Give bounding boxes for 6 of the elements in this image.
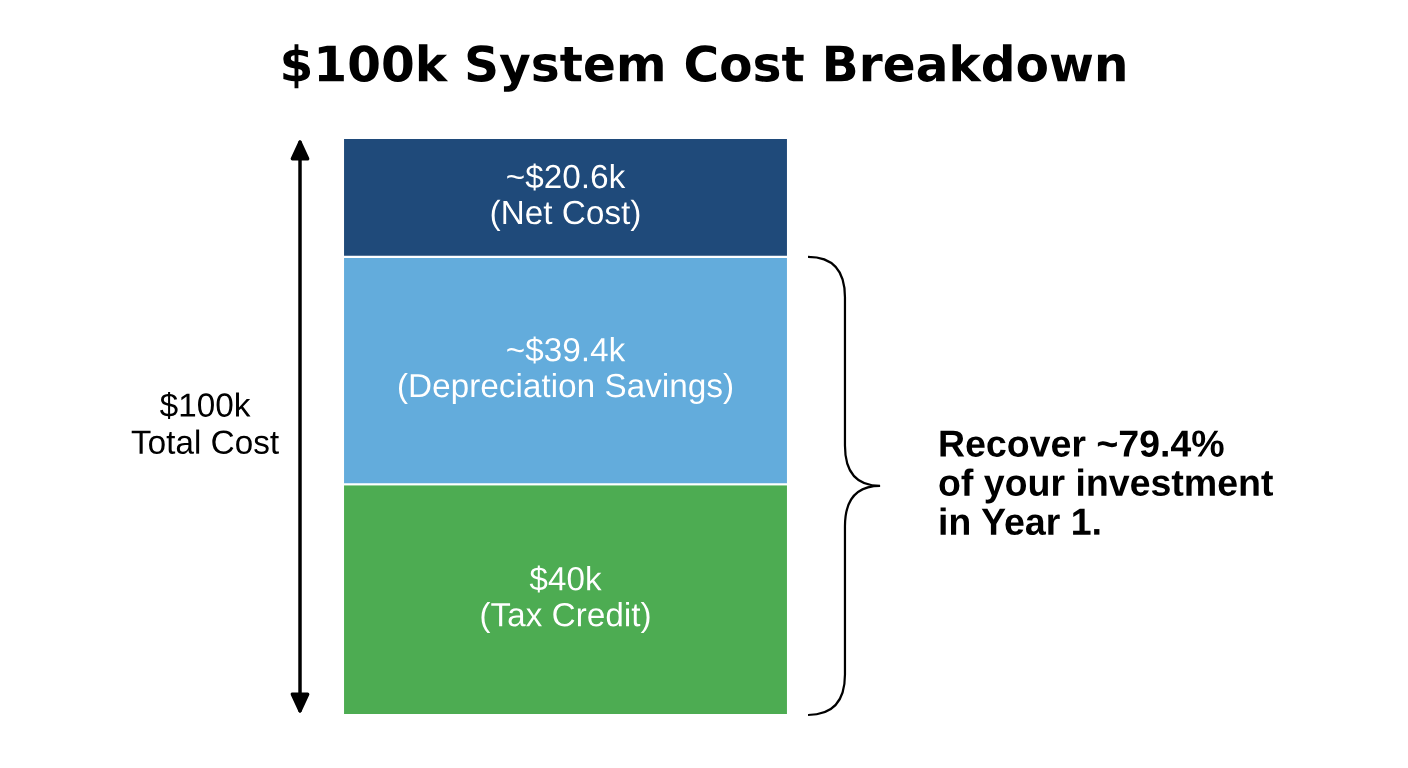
data-label: $40k (Tax Credit) <box>481 565 650 634</box>
chart-title: $100k System Cost Breakdown <box>283 44 1125 92</box>
data-label: ~$39.4k (Depreciation Savings) <box>398 336 733 405</box>
text: Recover ~79.4% of your investment in Year 1. <box>939 430 1273 536</box>
data-label: ~$20.6k (Net Cost) <box>491 163 640 231</box>
text: $100k Total Cost <box>131 391 279 454</box>
